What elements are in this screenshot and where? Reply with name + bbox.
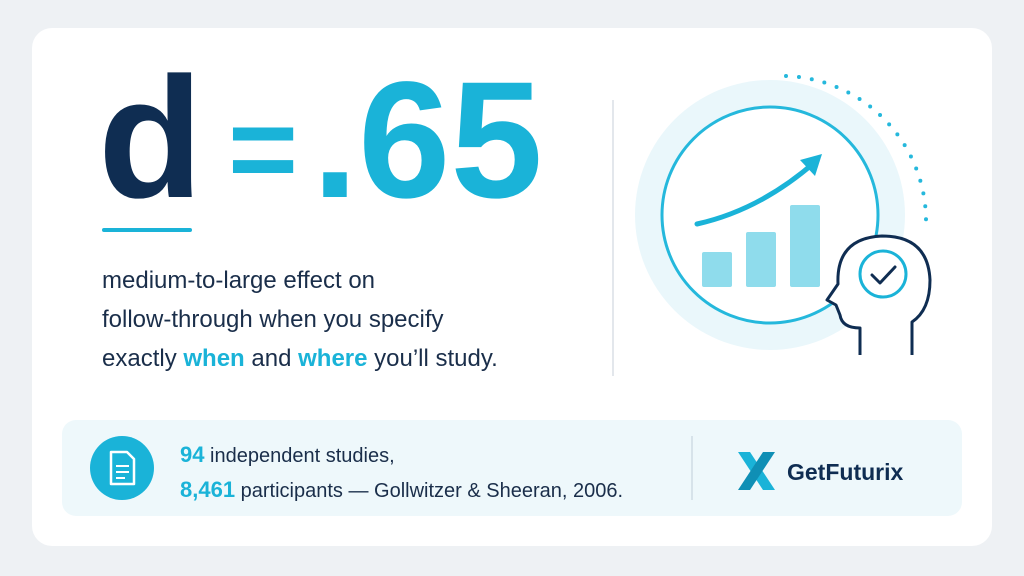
footer-panel: [62, 420, 962, 516]
trend-arrow: [694, 159, 818, 227]
footer-text: independent studies,: [204, 445, 394, 467]
doc-icon-bg: [90, 436, 154, 500]
body-text: exactly: [102, 345, 183, 372]
icon-bar: [702, 252, 732, 287]
check-mark: [870, 265, 897, 285]
body-line: medium-to-large effect on: [102, 267, 375, 294]
body-text: medium-to-large effect on follow-through…: [102, 267, 498, 372]
body-line: exactly when and where you’ll study.: [102, 345, 498, 372]
doc-icon: [109, 450, 136, 486]
underline: [102, 228, 192, 232]
body-text: you’ll study.: [367, 345, 497, 372]
illustration: [635, 74, 932, 355]
icon-bar: [790, 205, 820, 287]
footer-line: 94 independent studies,: [180, 442, 395, 467]
arrow-head: [800, 154, 822, 176]
doc-lines: [116, 465, 129, 479]
headline-value: .65: [312, 48, 543, 233]
highlight: when: [182, 345, 244, 372]
headline-equals: =: [228, 82, 298, 216]
check-circle: [858, 249, 908, 299]
footer-text: participants — Gollwitzer & Sheeran, 200…: [235, 480, 623, 502]
footer-line: 8,461 participants — Gollwitzer & Sheera…: [180, 477, 623, 502]
brand-name: GetFuturix: [787, 459, 903, 485]
body-text: and: [245, 345, 298, 372]
logo-stroke: [738, 452, 775, 490]
brand-logo: [738, 452, 775, 490]
stat: 8,461: [180, 477, 235, 502]
highlight: where: [297, 345, 367, 372]
body-line: follow-through when you specify: [102, 306, 444, 333]
headline-variable: d: [98, 42, 203, 234]
stat: 94: [180, 442, 205, 467]
icon-bar: [746, 232, 776, 287]
